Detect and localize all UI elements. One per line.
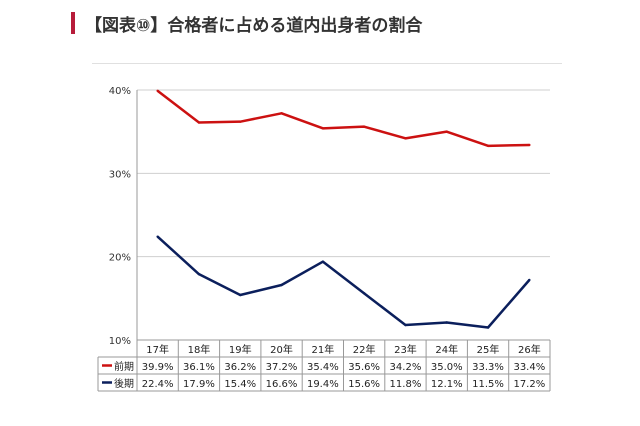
legend-label: 後期 <box>114 377 134 390</box>
data-point <box>404 137 407 140</box>
x-category-label: 17年 <box>146 343 169 356</box>
data-label: 15.6% <box>348 379 380 390</box>
data-point <box>445 130 448 133</box>
data-label: 17.2% <box>513 379 545 390</box>
series-line-1 <box>156 89 530 148</box>
data-label: 17.9% <box>183 379 215 390</box>
data-point <box>239 293 242 297</box>
data-label: 36.1% <box>183 362 215 373</box>
data-label: 19.4% <box>307 379 339 390</box>
data-label: 33.4% <box>513 362 545 373</box>
heading-title: 【図表⑩】合格者に占める道内出身者の割合 <box>85 16 423 36</box>
data-label: 11.8% <box>390 379 422 390</box>
x-category-label: 19年 <box>229 343 252 356</box>
y-tick-label: 40% <box>109 86 131 97</box>
data-label: 36.2% <box>224 362 256 373</box>
data-point <box>362 292 366 295</box>
data-label: 12.1% <box>431 379 463 390</box>
data-point <box>528 143 531 147</box>
data-label: 15.4% <box>224 379 256 390</box>
data-point <box>280 283 283 287</box>
x-category-label: 18年 <box>188 343 211 356</box>
data-point <box>197 121 201 124</box>
data-point <box>280 112 283 115</box>
data-label: 35.4% <box>307 362 339 373</box>
data-label: 34.2% <box>390 362 422 373</box>
heading-divider <box>92 63 562 64</box>
data-label: 16.6% <box>266 379 298 390</box>
data-label: 35.6% <box>348 362 380 373</box>
x-category-label: 21年 <box>311 343 334 356</box>
x-category-label: 25年 <box>477 343 500 356</box>
x-category-label: 22年 <box>353 343 376 356</box>
data-point <box>486 326 490 329</box>
data-label: 39.9% <box>142 362 174 373</box>
data-point <box>321 127 325 130</box>
y-tick-label: 30% <box>109 169 131 180</box>
data-point <box>404 323 407 327</box>
data-point <box>156 235 159 238</box>
data-label: 37.2% <box>266 362 298 373</box>
data-label: 22.4% <box>142 379 174 390</box>
x-category-label: 23年 <box>394 343 417 356</box>
x-category-label: 20年 <box>270 343 293 356</box>
series-line-2 <box>156 235 531 329</box>
legend-label: 前期 <box>114 360 134 373</box>
x-category-label: 26年 <box>518 343 541 356</box>
data-point <box>362 125 366 128</box>
data-point <box>445 321 448 324</box>
data-point <box>156 89 159 93</box>
heading-accent-bar <box>71 12 75 34</box>
data-point <box>197 272 201 276</box>
data-label: 33.3% <box>472 362 504 373</box>
x-category-label: 24年 <box>435 343 458 356</box>
y-tick-label: 20% <box>109 253 131 264</box>
data-point <box>321 260 325 263</box>
chart-heading: 【図表⑩】合格者に占める道内出身者の割合 <box>71 10 571 36</box>
data-point <box>486 144 490 148</box>
data-label: 11.5% <box>472 379 504 390</box>
y-tick-label: 10% <box>109 336 131 347</box>
data-point <box>239 120 242 123</box>
data-label: 35.0% <box>431 362 463 373</box>
data-point <box>528 278 531 282</box>
